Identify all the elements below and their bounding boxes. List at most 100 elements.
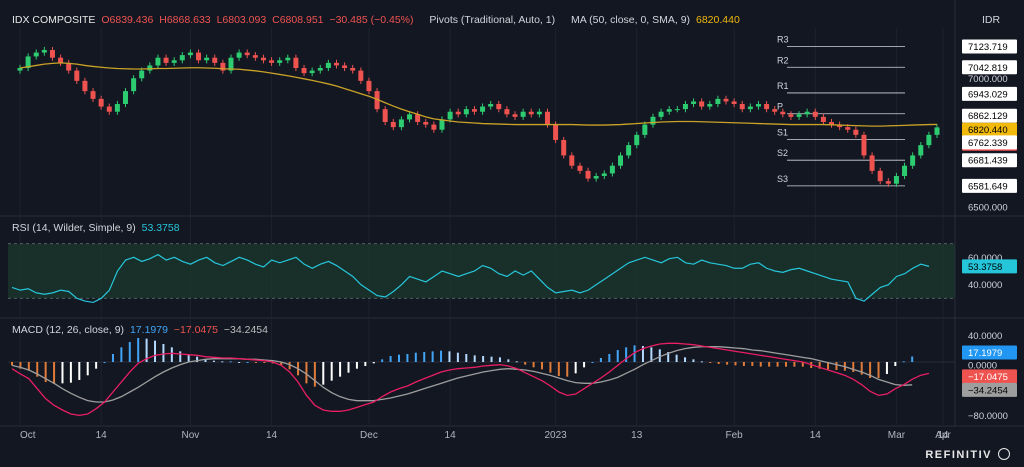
candle-body <box>317 68 323 71</box>
macd-histogram-bar <box>818 362 821 369</box>
macd-tag-bg <box>962 345 1017 360</box>
price-label-p: 6862.129 <box>962 108 1017 123</box>
main-header: IDX COMPOSITE O6839.436 H6868.633 L6803.… <box>12 14 743 26</box>
candle-body <box>220 62 226 71</box>
macd-histogram-bar <box>650 347 653 362</box>
macd-histogram-bar <box>448 351 451 362</box>
macd-histogram-bar <box>658 349 661 362</box>
candle-body <box>731 101 737 104</box>
hist-tag-bg <box>962 382 1017 397</box>
candle-body <box>187 52 193 56</box>
candle-body <box>33 52 39 57</box>
candle-body <box>98 98 104 107</box>
refinitiv-logo: REFINITIV <box>925 448 1010 461</box>
candle-body <box>861 134 867 156</box>
rsi-tick-40-text: 40.0000 <box>968 280 1002 291</box>
price-tick-6500: 6500.000 <box>968 202 1008 213</box>
macd-histogram-bar <box>355 362 358 369</box>
candle-body <box>25 56 31 68</box>
candle-body <box>390 122 396 128</box>
macd-histogram-bar <box>406 354 409 362</box>
macd-histogram-bar <box>440 350 443 362</box>
macd-histogram-bar <box>120 347 123 362</box>
price-label-s3-bg <box>962 178 1017 193</box>
candle-body <box>382 109 388 122</box>
candle-body <box>691 101 697 104</box>
macd-histogram-bar <box>204 359 207 362</box>
ma-line <box>19 62 938 127</box>
pivot-label-r2: R2 <box>777 55 789 65</box>
price-label-r2-text: 7042.819 <box>968 63 1008 74</box>
candle-body <box>650 116 656 125</box>
ma-price-tag: 6820.440 <box>962 122 1017 137</box>
candle-body <box>447 111 453 120</box>
candle-body <box>179 55 185 61</box>
candle-body <box>147 65 153 71</box>
candle-body <box>723 98 729 102</box>
candle-body <box>196 52 202 61</box>
candle-body <box>90 91 96 99</box>
macd-histogram-bar <box>692 359 695 362</box>
macd-histogram-bar <box>482 356 485 362</box>
macd-histogram-bar <box>885 362 888 374</box>
macd-histogram-bar <box>465 354 468 362</box>
macd-tick-neg80-text: −80.0000 <box>968 411 1008 422</box>
candle-body <box>439 119 445 130</box>
macd-histogram-bar <box>877 362 880 378</box>
macd-histogram-bar <box>524 362 527 365</box>
macd-histogram-bar <box>19 362 22 369</box>
macd-histogram-bar <box>776 362 779 367</box>
candle-body <box>910 155 916 166</box>
signal-tag-bg <box>962 369 1017 384</box>
hist-tag-text: −34.2454 <box>968 385 1008 396</box>
macd-histogram-bar <box>229 361 232 363</box>
macd-tick-0: 0.0000 <box>968 361 997 372</box>
candle-body <box>544 111 550 125</box>
candle-body <box>463 109 469 115</box>
signal-line <box>11 346 913 403</box>
rsi-tick-40: 40.0000 <box>968 280 1002 291</box>
candle-body <box>252 55 258 58</box>
macd-histogram-bar <box>599 358 602 362</box>
candle-body <box>471 109 477 112</box>
x-tick-label: 14 <box>445 430 457 441</box>
macd-histogram-bar <box>827 362 830 370</box>
candle-body <box>926 134 932 146</box>
ma-price-tag-text: 6820.440 <box>968 125 1008 136</box>
macd-histogram-bar <box>246 362 249 363</box>
candle-body <box>155 57 161 66</box>
candle-body <box>58 57 64 63</box>
macd-histogram-bar <box>238 362 241 363</box>
macd-histogram-bar <box>608 354 611 362</box>
macd-histogram-bar <box>364 362 367 366</box>
price-tick-7000-text: 7000.000 <box>968 74 1008 85</box>
candle-body <box>715 98 721 104</box>
macd-histogram-bar <box>162 344 165 362</box>
candle-body <box>269 60 275 63</box>
price-tick-7000: 7000.000 <box>968 74 1008 85</box>
macd-histogram-bar <box>768 362 771 367</box>
macd-histogram-bar <box>69 362 72 383</box>
macd-histogram-bar <box>95 362 98 369</box>
candle-body <box>423 122 429 125</box>
macd-histogram-bar <box>288 362 291 370</box>
price-label-s2-text: 6681.439 <box>968 156 1008 167</box>
price-label-r1-text: 6943.029 <box>968 89 1008 100</box>
ma-value: 6820.440 <box>695 14 740 26</box>
macd-histogram-bar <box>212 360 215 362</box>
x-tick-label: 14 <box>810 430 822 441</box>
symbol-label: IDX COMPOSITE <box>12 14 96 26</box>
macd-histogram-bar <box>633 345 636 362</box>
macd-histogram-bar <box>179 351 182 362</box>
currency-label: IDR <box>982 14 1001 26</box>
candle-body <box>658 111 664 117</box>
macd-histogram-bar <box>347 362 350 373</box>
candle-body <box>569 155 575 166</box>
rsi-band <box>8 243 955 299</box>
candle-body <box>601 173 607 176</box>
macd-tag-text: 17.1979 <box>968 348 1002 359</box>
candle-body <box>593 176 599 179</box>
macd-histogram-bar <box>263 362 266 363</box>
candle-body <box>877 170 883 182</box>
macd-histogram-bar <box>473 355 476 362</box>
